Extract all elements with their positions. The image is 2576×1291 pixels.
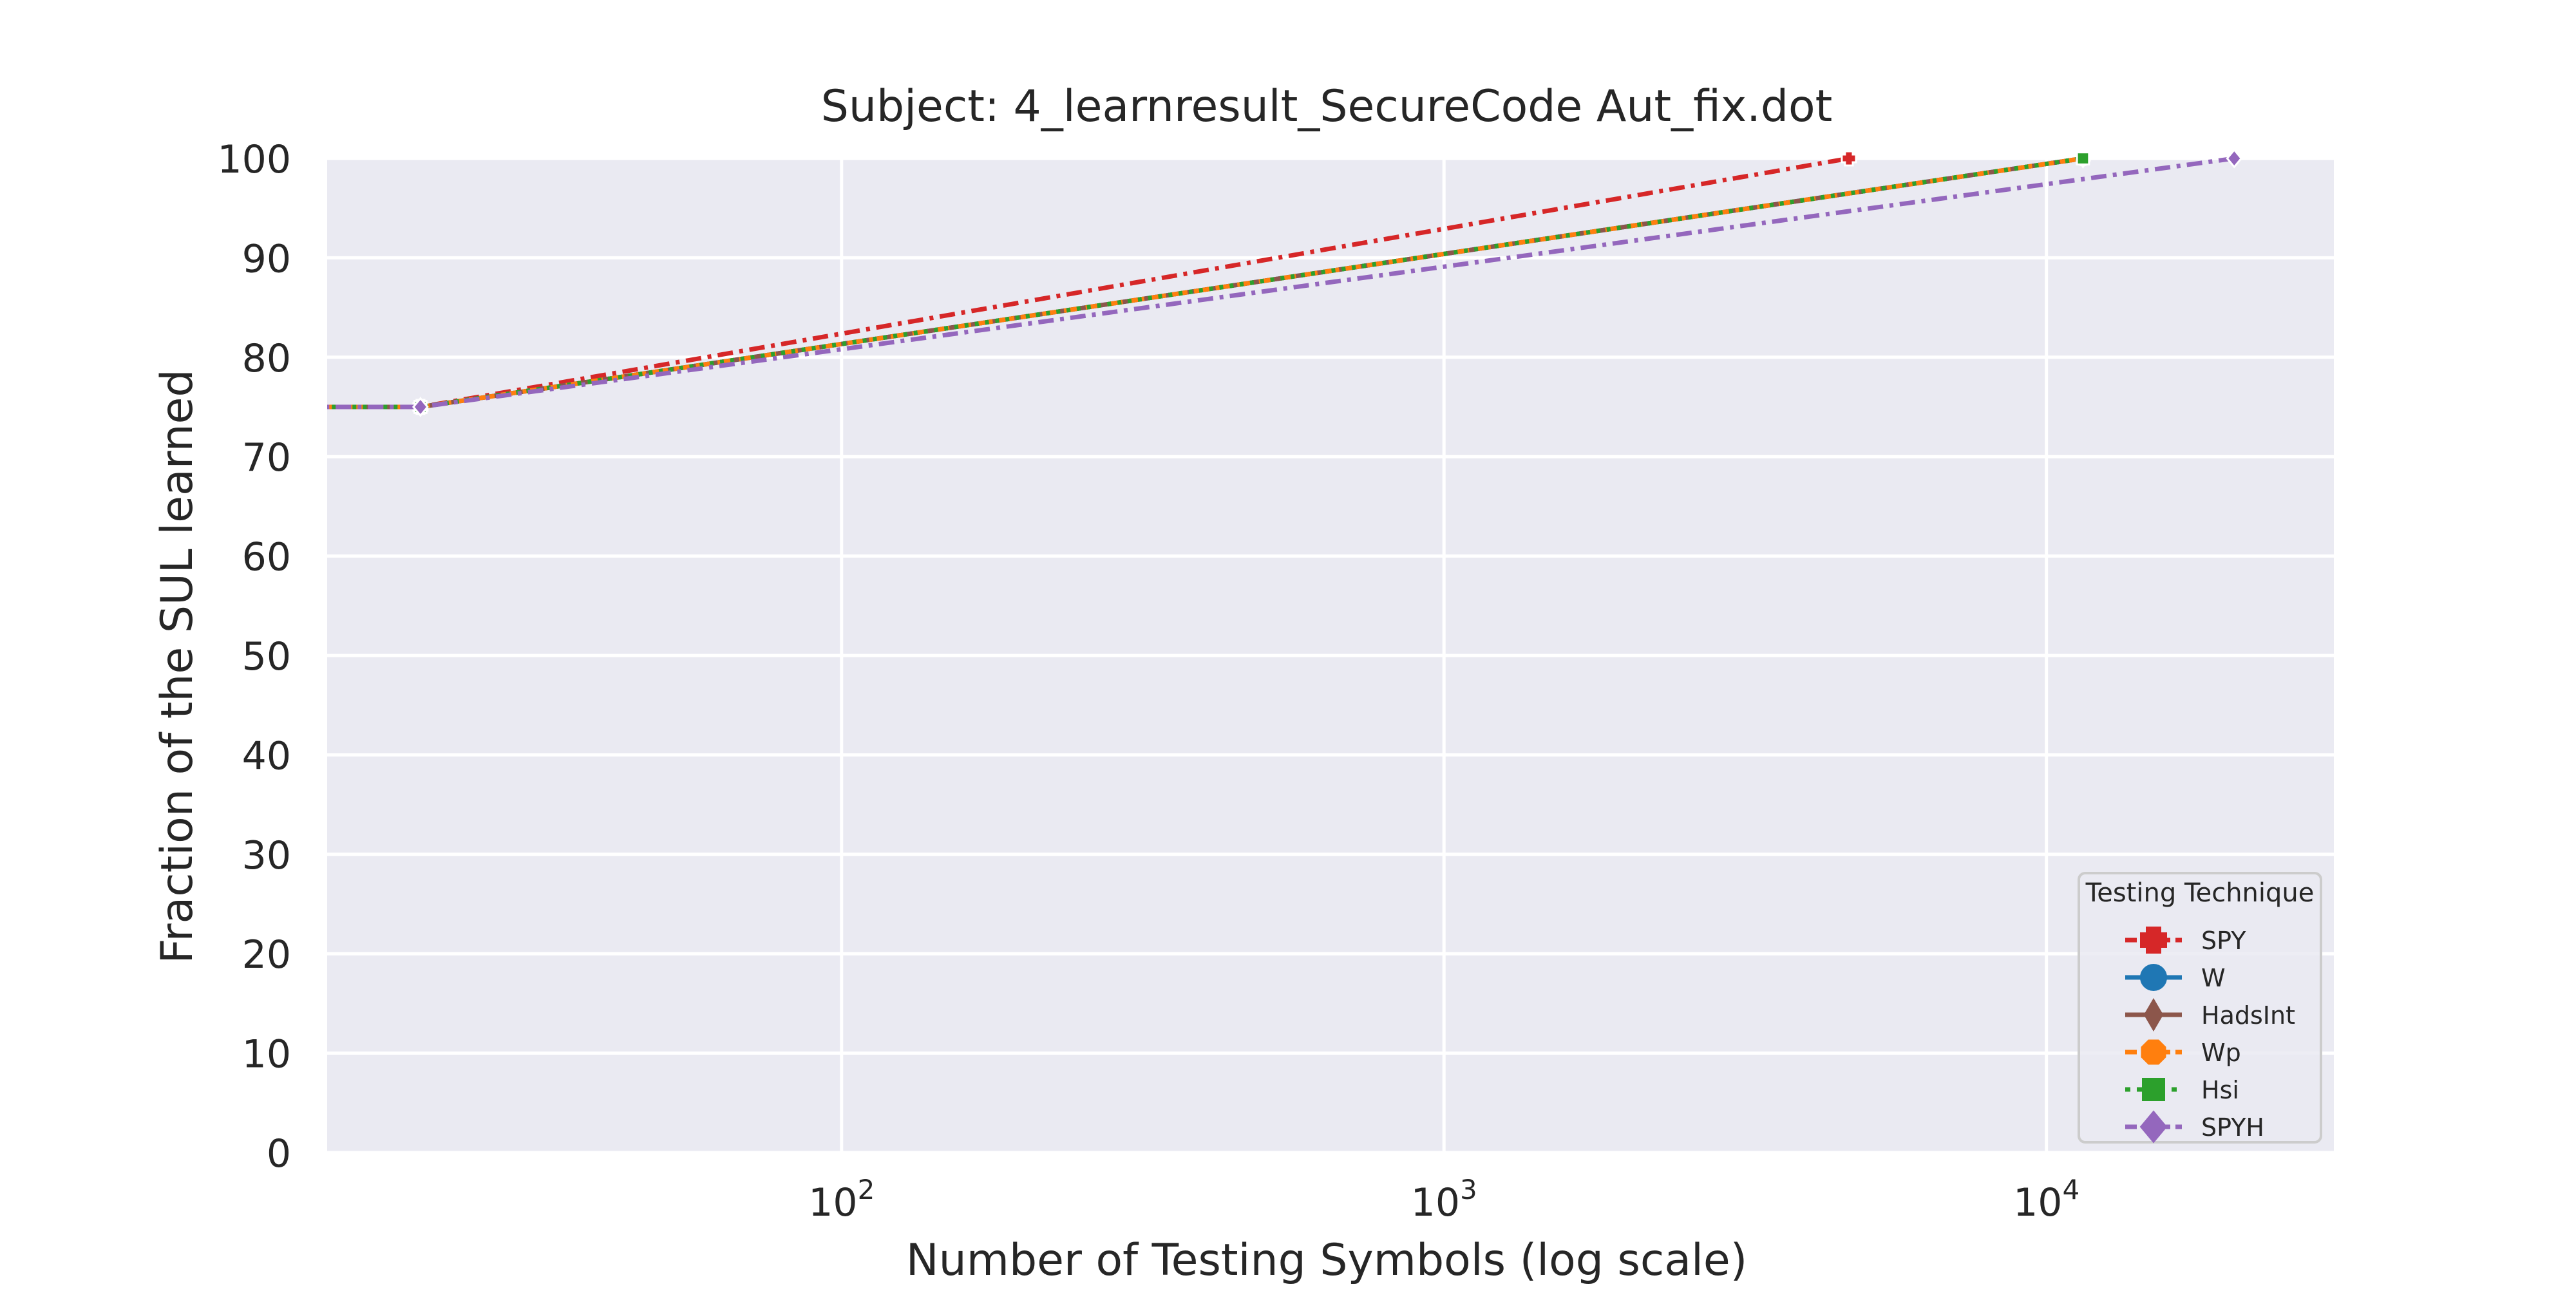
legend-title: Testing Technique xyxy=(2085,878,2315,908)
legend-entry-hadsint: HadsInt xyxy=(2125,998,2295,1032)
legend-entry-spy: SPY xyxy=(2125,927,2246,955)
y-tick-label: 60 xyxy=(242,535,291,580)
legend-marker xyxy=(2140,964,2167,991)
chart-title: Subject: 4_learnresult_SecureCode Aut_fi… xyxy=(821,81,1833,132)
series-line-hsi xyxy=(327,156,2083,410)
legend-marker xyxy=(2140,927,2167,954)
series-layer xyxy=(327,151,2243,418)
legend-entry-w: W xyxy=(2125,964,2226,992)
series-spyh xyxy=(327,151,2243,417)
y-tick-labels: 0 10 20 30 40 50 60 70 80 90 100 xyxy=(217,137,291,1176)
legend-label: HadsInt xyxy=(2201,1001,2295,1030)
legend-entry-spyh: SPYH xyxy=(2125,1110,2264,1144)
x-tick-labels: 102 103 104 xyxy=(808,1174,2079,1225)
legend-label: SPY xyxy=(2201,927,2246,955)
x-axis-label: Number of Testing Symbols (log scale) xyxy=(906,1235,1748,1286)
legend-marker xyxy=(2143,998,2164,1032)
legend-label: Wp xyxy=(2201,1039,2241,1067)
legend-entry-hsi: Hsi xyxy=(2125,1076,2239,1104)
y-tick-label: 80 xyxy=(242,336,291,381)
data-point xyxy=(412,397,429,417)
legend-label: W xyxy=(2201,964,2226,992)
x-tick-label: 103 xyxy=(1411,1174,1477,1225)
y-tick-label: 30 xyxy=(242,833,291,878)
data-point xyxy=(2226,151,2243,169)
x-tick-label: 102 xyxy=(808,1174,875,1225)
legend-entry-wp: Wp xyxy=(2125,1039,2241,1067)
y-tick-label: 50 xyxy=(242,634,291,679)
legend-marker xyxy=(2141,1039,2166,1065)
y-tick-label: 0 xyxy=(267,1131,291,1176)
y-tick-label: 40 xyxy=(242,733,291,778)
y-axis-label: Fraction of the SUL learned xyxy=(152,369,203,963)
data-point xyxy=(2076,151,2090,165)
legend-label: SPYH xyxy=(2201,1113,2264,1142)
legend-box xyxy=(2078,872,2322,1144)
grid xyxy=(327,156,2334,1154)
y-tick-label: 90 xyxy=(242,236,291,281)
legend: Testing Technique SPY W HadsInt Wp Hsi SPYH xyxy=(2078,872,2322,1144)
legend-label: Hsi xyxy=(2201,1076,2239,1104)
y-tick-label: 70 xyxy=(242,435,291,480)
y-tick-label: 100 xyxy=(217,137,291,182)
x-tick-label: 104 xyxy=(2013,1174,2079,1225)
legend-marker xyxy=(2139,1110,2168,1144)
legend-marker xyxy=(2142,1078,2165,1101)
y-tick-label: 20 xyxy=(242,932,291,977)
data-point xyxy=(1841,151,1857,167)
y-tick-label: 10 xyxy=(242,1032,291,1077)
